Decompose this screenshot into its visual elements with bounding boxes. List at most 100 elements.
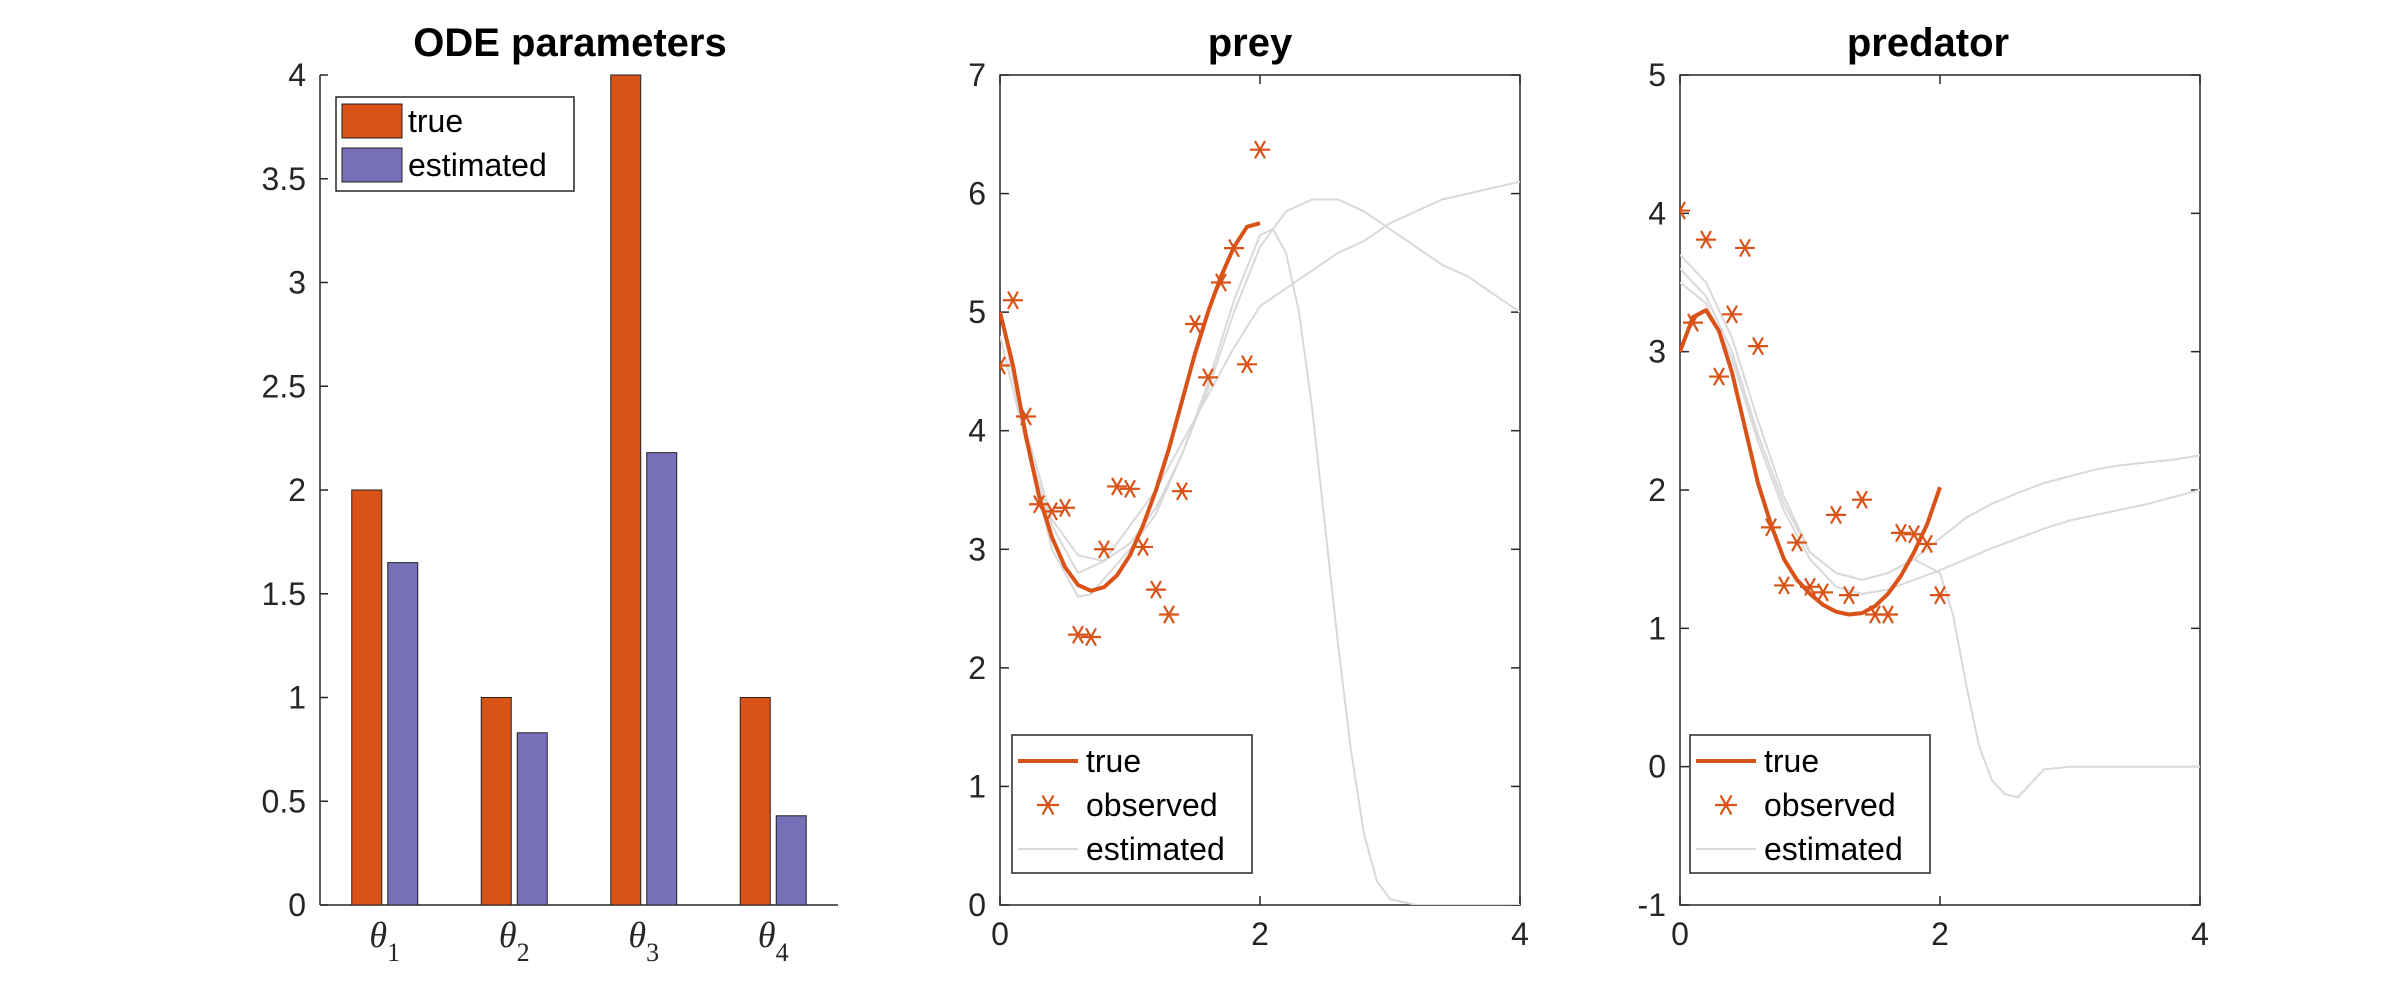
x-tick-label: θ1 (369, 915, 400, 967)
legend-marker-observed (1037, 794, 1059, 816)
chart-title: prey (1208, 21, 1293, 65)
bar-true (739, 697, 771, 906)
observed-point (1813, 583, 1833, 602)
x-tick-label: 0 (991, 916, 1009, 952)
legend-label-estimated: estimated (1764, 831, 1903, 867)
y-tick-label: 4 (968, 413, 986, 449)
observed-point (1904, 525, 1924, 544)
observed-point (1003, 291, 1023, 310)
observed-point (1172, 481, 1192, 501)
parameters-bar-chart: ODE parameters 0 0.5 1 1.5 2 2.5 3 3.5 4 θ1 θ2 θ3 θ4… (262, 21, 838, 967)
estimated-trajectory-line (1000, 180, 1520, 575)
y-tick-label: 6 (968, 176, 986, 212)
observed-point (1107, 477, 1127, 496)
legend-swatch-true (341, 103, 403, 139)
observed-point (1839, 585, 1859, 605)
prey-line-chart: prey 0 1 2 3 4 5 6 7 0 2 4 true observed estimated (968, 21, 1529, 952)
x-tick-label: θ4 (758, 915, 789, 967)
observed-point (1917, 534, 1937, 554)
observed-point (1878, 605, 1898, 624)
bar-true (351, 489, 383, 906)
y-tick-label: 1.5 (262, 576, 306, 612)
observed-point (1068, 625, 1088, 644)
observed-point (1016, 407, 1036, 426)
legend-marker-observed (1715, 794, 1737, 816)
observed-point (1250, 140, 1270, 159)
estimated-trajectory-line (1000, 198, 1520, 563)
y-tick-label: 1 (288, 680, 306, 716)
legend-label-true: true (1764, 743, 1819, 779)
observed-point (1709, 367, 1729, 386)
bar-marks (351, 74, 807, 906)
predator-legend: true observed estimated (1689, 734, 1931, 874)
y-tick-label: 3.5 (262, 161, 306, 197)
observed-point (1852, 490, 1872, 509)
y-tick-label: 2 (288, 472, 306, 508)
y-tick-label: 4 (288, 57, 306, 93)
observed-point (1683, 313, 1703, 332)
observed-point (1696, 230, 1716, 249)
estimated-trajectory-line (1680, 254, 2200, 799)
bar-estimated (516, 732, 548, 906)
y-tick-label: 0 (968, 887, 986, 923)
y-tick-label: 1 (1648, 610, 1666, 646)
estimated-trajectory-line (1680, 281, 2200, 595)
legend-label-estimated: estimated (1086, 831, 1225, 867)
y-tick-label: 3 (288, 265, 306, 301)
observed-point (1722, 305, 1742, 324)
observed-point (1761, 518, 1781, 537)
observed-point (1787, 533, 1807, 552)
chart-title: predator (1847, 21, 2009, 65)
plot-area (1680, 201, 2200, 799)
observed-point (1891, 523, 1911, 543)
true-trajectory-line (1000, 221, 1261, 593)
observed-point (1826, 505, 1846, 525)
y-tick-label: -1 (1638, 887, 1666, 923)
estimated-trajectory-line (1680, 268, 2200, 581)
prey-legend: true observed estimated (1011, 734, 1253, 874)
y-tick-label: 5 (1648, 57, 1666, 93)
y-tick-label: 3 (968, 531, 986, 567)
observed-point (1735, 238, 1755, 258)
chart-title: ODE parameters (413, 21, 726, 65)
observed-point (1680, 201, 1690, 220)
observed-point (1748, 336, 1768, 356)
observed-point (1930, 585, 1950, 605)
bar-estimated (387, 562, 419, 906)
observed-point (1081, 627, 1101, 647)
observed-point (1146, 580, 1166, 599)
observed-point (1029, 495, 1049, 514)
legend-label-observed: observed (1086, 787, 1218, 823)
bar-true (480, 697, 512, 906)
observed-point (1120, 479, 1140, 499)
x-tick-label: 2 (1251, 916, 1269, 952)
x-tick-label: 2 (1931, 916, 1949, 952)
observed-point (1133, 537, 1153, 557)
observed-point (1224, 238, 1244, 258)
bar-true (610, 74, 642, 906)
x-tick-label: 0 (1671, 916, 1689, 952)
predator-marks (1680, 201, 2200, 799)
legend-star (1037, 794, 1059, 816)
legend-label-true: true (1086, 743, 1141, 779)
y-tick-label: 2 (1648, 472, 1666, 508)
legend-star (1715, 794, 1737, 816)
y-tick-label: 0 (288, 887, 306, 923)
x-tick-label: θ3 (628, 915, 659, 967)
observed-point (1237, 355, 1257, 374)
observed-point (1198, 368, 1218, 387)
legend-swatch-estimated (341, 147, 403, 183)
y-tick-label: 0 (1648, 749, 1666, 785)
observed-point (1774, 576, 1794, 595)
y-tick-label: 1 (968, 768, 986, 804)
bar-estimated (646, 452, 678, 906)
observed-point (1185, 314, 1205, 334)
y-tick-label: 0.5 (262, 783, 306, 819)
x-tick-label: 4 (1511, 916, 1529, 952)
observed-point (1042, 502, 1062, 521)
x-tick-label: 4 (2191, 916, 2209, 952)
observed-point (1000, 356, 1010, 375)
plot-area (1000, 140, 1520, 905)
